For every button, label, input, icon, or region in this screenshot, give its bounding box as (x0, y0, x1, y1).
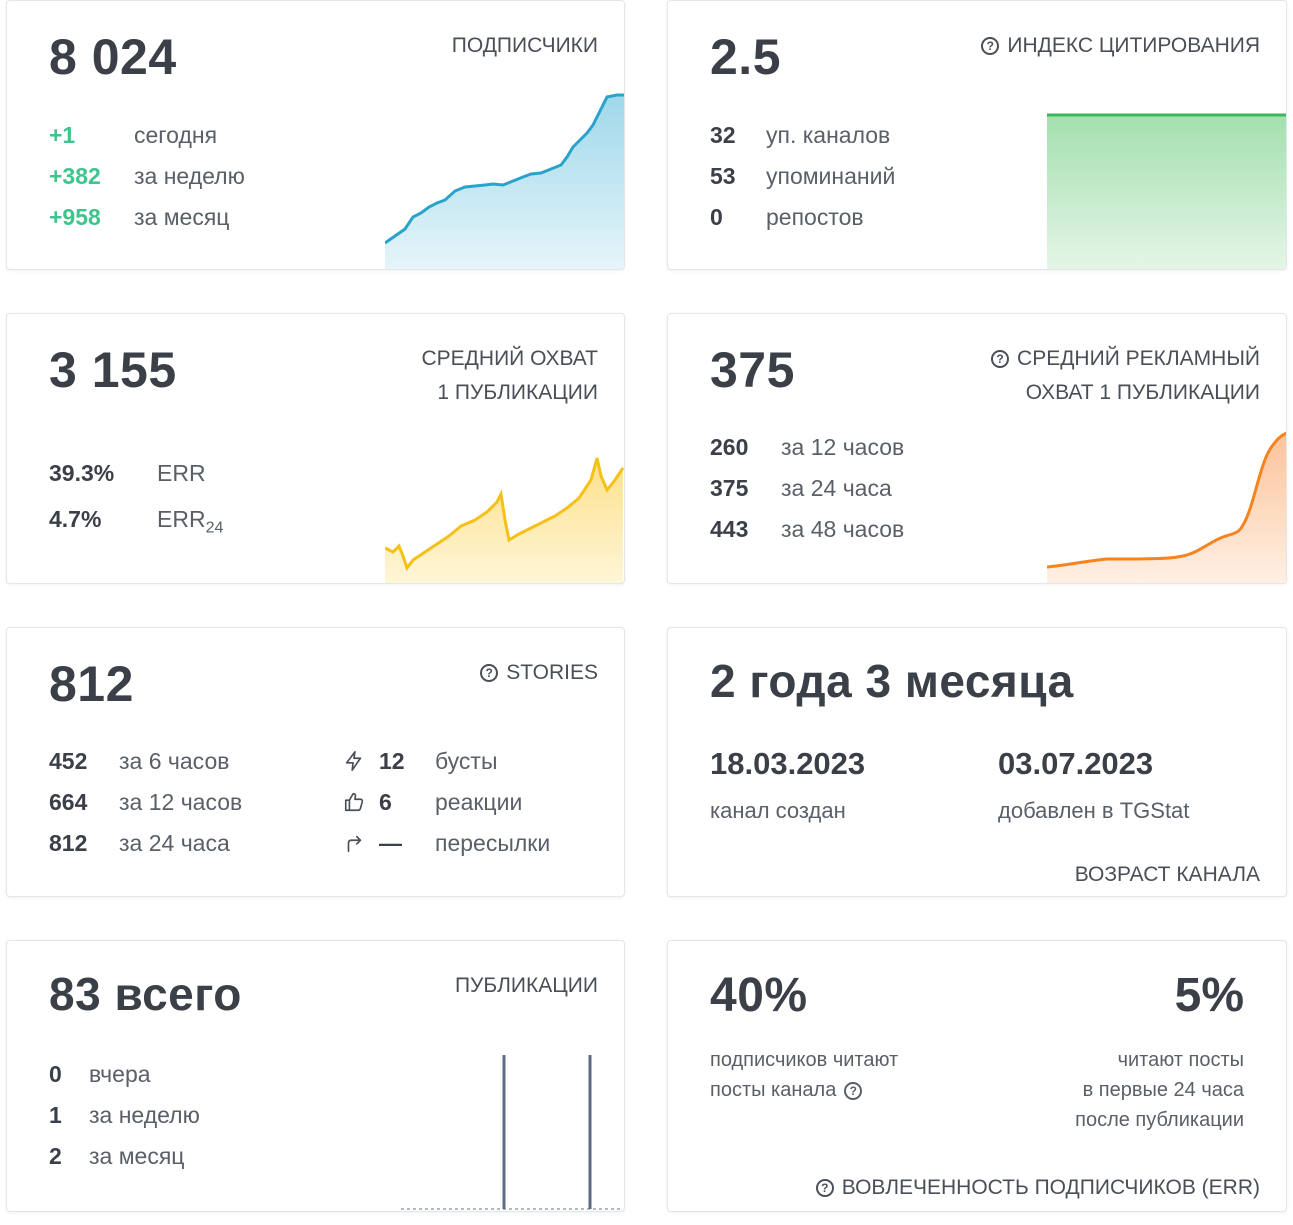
stat-row-12h: 664 за 12 часов (49, 789, 243, 815)
stories-title: ? STORIES (480, 656, 598, 690)
reach-sparkline (385, 457, 624, 583)
stories-value: 812 (49, 656, 134, 712)
citation-title: ? ИНДЕКС ЦИТИРОВАНИЯ (981, 29, 1260, 63)
stat-row-reposts: 0 репостов (710, 204, 864, 230)
stat-row-err24: 4.7% ERR24 (49, 506, 224, 537)
engagement-right-value: 5% (1174, 969, 1244, 1022)
citation-area (1047, 115, 1286, 269)
stat-row-12h: 260 за 12 часов (710, 434, 905, 460)
stat-row-channels: 32 уп. каналов (710, 122, 891, 148)
help-icon[interactable]: ? (815, 1179, 834, 1197)
help-icon[interactable]: ? (981, 37, 1000, 55)
subscribers-title: ПОДПИСЧИКИ (451, 34, 598, 57)
channel-added-label: добавлен в TGStat (998, 798, 1190, 823)
stat-row-today: +1 сегодня (49, 122, 218, 148)
engagement-left-value: 40% (710, 969, 808, 1022)
channel-age-title: ВОЗРАСТ КАНАЛА (1074, 863, 1260, 886)
stat-row-err: 39.3% ERR (49, 460, 206, 486)
ad-reach-card[interactable]: 375 ? СРЕДНИЙ РЕКЛАМНЫЙ ОХВАТ 1 ПУБЛИКАЦИИ… (667, 313, 1287, 584)
ad-reach-area (1047, 433, 1286, 583)
publications-stats: 0 вчера 1 за неделю 2 за месяц (49, 1054, 200, 1177)
stat-row-month: +958 за месяц (49, 204, 230, 230)
stat-row-48h: 443 за 48 часов (710, 516, 905, 542)
stat-row-mentions: 53 упоминаний (710, 163, 896, 189)
stat-row-6h: 452 за 6 часов (49, 748, 230, 774)
engagement-card[interactable]: 40% 5% подписчиков читают посты канала? … (667, 940, 1287, 1212)
average-reach-title: СРЕДНИЙ ОХВАТ 1 ПУБЛИКАЦИИ (421, 347, 599, 404)
stories-extra-stats: 12 бусты 6 реакции — пересылки (343, 741, 550, 864)
stat-row-week: +382 за неделю (49, 163, 245, 189)
help-icon[interactable]: ? (991, 350, 1010, 368)
channel-added-date: 03.07.2023 (998, 746, 1154, 781)
ad-reach-value: 375 (710, 342, 795, 398)
channel-age-value: 2 года 3 месяца (710, 655, 1074, 707)
stat-row-month: 2 за месяц (49, 1143, 185, 1169)
subscribers-count: 8 024 (49, 29, 177, 85)
stories-view-stats: 452 за 6 часов 664 за 12 часов 812 за 24 ча… (49, 741, 242, 864)
ad-reach-stats: 260 за 12 часов 375 за 24 часа 443 за 48 ча… (710, 427, 904, 550)
average-reach-card[interactable]: 3 155 СРЕДНИЙ ОХВАТ 1 ПУБЛИКАЦИИ 39.3% ERR… (6, 313, 625, 584)
help-icon[interactable]: ? (844, 1082, 863, 1100)
thumbs-up-icon (344, 792, 364, 812)
engagement-title: ? ВОВЛЕЧЕННОСТЬ ПОДПИСЧИКОВ (ERR) (815, 1171, 1260, 1205)
stat-row-boosts: 12 бусты (343, 741, 550, 782)
ad-reach-title: ? СРЕДНИЙ РЕКЛАМНЫЙ ОХВАТ 1 ПУБЛИКАЦИИ (991, 342, 1260, 409)
engagement-right-description: читают посты в первые 24 часа после публ… (1075, 1049, 1244, 1131)
share-arrow-icon (347, 835, 362, 853)
reach-line (385, 457, 624, 572)
engagement-left-description: подписчиков читают посты канала? (710, 1049, 899, 1101)
stat-row-24h: 375 за 24 часа (710, 475, 892, 501)
reach-err-stats: 39.3% ERR 4.7% ERR24 (49, 450, 223, 552)
publications-bar-chart (401, 1055, 623, 1210)
subscribers-card[interactable]: 8 024 ПОДПИСЧИКИ +1 сегодня +382 за неделю… (6, 0, 625, 270)
ad-reach-sparkline (1047, 431, 1286, 583)
lightning-icon (345, 751, 362, 771)
citation-index-value: 2.5 (710, 29, 782, 85)
channel-created-date: 18.03.2023 (710, 746, 866, 781)
subscribers-stats: +1 сегодня +382 за неделю +958 за месяц (49, 115, 245, 238)
publications-title: ПУБЛИКАЦИИ (454, 974, 598, 997)
citation-card[interactable]: 2.5 ? ИНДЕКС ЦИТИРОВАНИЯ 32 уп. каналов 53… (667, 0, 1287, 270)
citation-sparkline (1047, 113, 1286, 269)
stat-row-reactions: 6 реакции (343, 782, 550, 823)
stat-row-24h: 812 за 24 часа (49, 830, 230, 856)
subscribers-sparkline (385, 93, 624, 269)
stat-row-week: 1 за неделю (49, 1102, 200, 1128)
subscribers-area (385, 95, 624, 269)
publications-total: 83 всего (49, 968, 242, 1020)
channel-created-label: канал создан (710, 798, 846, 823)
stat-row-yesterday: 0 вчера (49, 1061, 151, 1087)
average-reach-value: 3 155 (49, 342, 177, 398)
subscribers-line (385, 93, 624, 245)
channel-age-card[interactable]: 2 года 3 месяца 18.03.2023 канал создан … (667, 627, 1287, 897)
help-icon[interactable]: ? (480, 664, 499, 682)
stories-card[interactable]: 812 ? STORIES 452 за 6 часов 664 за 12 часо… (6, 627, 625, 897)
stat-row-forwards: — пересылки (343, 823, 550, 864)
ad-reach-line (1047, 431, 1286, 569)
citation-stats: 32 уп. каналов 53 упоминаний 0 репостов (710, 115, 895, 238)
